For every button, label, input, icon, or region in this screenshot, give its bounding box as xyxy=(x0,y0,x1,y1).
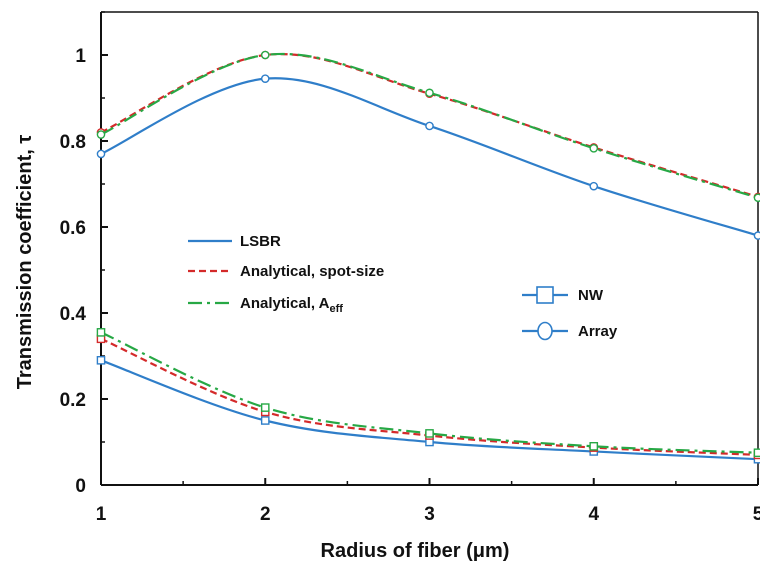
series-nw-analytical-aeff xyxy=(96,328,760,458)
legend-method-label: Analytical, Aeff xyxy=(240,295,343,315)
series-layer xyxy=(96,50,760,464)
legend-method-label: LSBR xyxy=(240,233,281,250)
data-point xyxy=(260,74,270,83)
x-tick-label: 4 xyxy=(588,504,599,525)
legend-structure-label: Array xyxy=(578,323,618,340)
legend-marker-square xyxy=(536,286,554,304)
data-point xyxy=(753,231,760,240)
legend-subscript: eff xyxy=(329,303,343,315)
data-point xyxy=(425,121,434,131)
data-point xyxy=(589,181,599,191)
axes: 0 0.2 0.4 0.6 0.8 1 1 2 3 4 5 xyxy=(60,11,760,525)
data-point xyxy=(753,448,760,458)
data-point xyxy=(96,130,106,139)
x-tick-label: 5 xyxy=(753,504,760,525)
y-tick-label: 1 xyxy=(75,46,86,67)
series-array-lsbr xyxy=(96,74,760,240)
x-tick-label: 2 xyxy=(260,504,271,525)
data-point xyxy=(589,442,599,451)
y-tick-label: 0 xyxy=(75,476,86,497)
legend-structures: NW Array xyxy=(522,286,618,341)
series-array-analytical-aeff xyxy=(96,50,760,203)
legend-method-item: LSBR xyxy=(188,233,281,250)
legend-method-item: Analytical, Aeff xyxy=(188,295,343,315)
y-tick-label: 0.2 xyxy=(60,390,86,411)
legend-marker-circle xyxy=(537,321,553,341)
x-tick-label: 1 xyxy=(96,504,107,525)
y-axis-title: Transmission coefficient, τ xyxy=(14,135,36,390)
data-point xyxy=(260,416,270,425)
y-tick-label: 0.6 xyxy=(60,218,86,239)
legend-method-label: Analytical, spot-size xyxy=(240,263,384,280)
series-line xyxy=(100,331,759,454)
legend-methods: LSBR Analytical, spot-size Analytical, Aef… xyxy=(188,233,384,315)
legend-method-item: Analytical, spot-size xyxy=(188,263,384,280)
legend-structure-label: NW xyxy=(578,287,604,304)
y-tick-label: 0.8 xyxy=(60,132,86,153)
data-point xyxy=(425,429,434,438)
data-point xyxy=(589,144,599,153)
data-point xyxy=(260,403,270,412)
legend-structure-item: NW xyxy=(522,286,604,304)
x-axis-title: Radius of fiber (μm) xyxy=(321,540,510,562)
data-point xyxy=(96,356,106,365)
x-tick-label: 3 xyxy=(424,504,435,525)
data-point xyxy=(260,50,270,60)
data-point xyxy=(753,193,760,203)
data-point xyxy=(96,149,106,159)
data-point xyxy=(425,88,434,98)
legend-structure-item: Array xyxy=(522,321,618,341)
y-tick-label: 0.4 xyxy=(60,304,87,325)
data-point xyxy=(96,328,106,337)
